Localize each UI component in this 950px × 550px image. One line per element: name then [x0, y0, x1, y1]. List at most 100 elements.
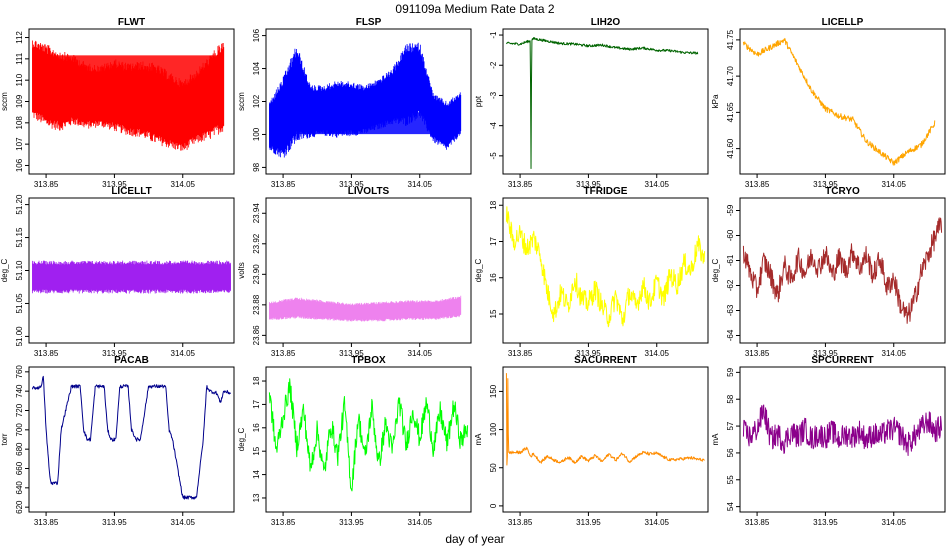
- y-tick-label: 23.86: [252, 325, 261, 346]
- x-tick-label: 313.85: [508, 349, 533, 358]
- y-tick-label: 98: [252, 162, 261, 171]
- y-tick-label: 660: [15, 461, 24, 475]
- y-tick-label: 740: [15, 384, 24, 398]
- panel-licellp: LICELLP 41.60 41.65 41.70 41.75 313.85 313.95 3…: [711, 17, 946, 189]
- series-line: [268, 378, 469, 492]
- y-tick-label: 23.90: [252, 264, 261, 285]
- y-tick-label: 150: [489, 384, 498, 398]
- x-tick-label: 314.05: [882, 518, 907, 527]
- panel-tpbox: TPBOX 13 14 15 16 17 18 313.85 313.95 314.05 deg_C: [237, 355, 472, 527]
- y-tick-label: 15: [252, 446, 261, 455]
- series-line: [505, 37, 699, 170]
- x-tick-label: 314.05: [171, 180, 196, 189]
- y-tick-label: 18: [489, 200, 498, 209]
- y-tick-label: 59: [726, 367, 735, 376]
- panel-tcryo: TCRYO -64 -63 -62 -61 -60 -59 313.85 313.95 314.0…: [711, 186, 946, 358]
- panel-title: TPBOX: [351, 355, 386, 366]
- y-tick-label: 41.75: [726, 29, 735, 50]
- x-tick-label: 313.85: [745, 518, 770, 527]
- panel-title: TFRIDGE: [584, 186, 628, 197]
- y-tick-label: 0: [489, 503, 498, 508]
- y-tick-label: 16: [489, 273, 498, 282]
- y-tick-label: 51.05: [15, 293, 24, 314]
- x-tick-label: 313.95: [339, 518, 364, 527]
- y-tick-label: 23.88: [252, 294, 261, 315]
- y-tick-label: 56: [726, 448, 735, 457]
- y-tick-label: 107: [15, 137, 24, 151]
- series-line: [31, 375, 232, 500]
- series-band: [32, 40, 225, 151]
- y-tick-label: 41.65: [726, 102, 735, 123]
- chart-panels: FLWT 106 107 108 109 110 111 112 313.85 313.95 314…: [0, 17, 946, 527]
- panel-tfridge: TFRIDGE 15 16 17 18 313.85 313.95 314.05 deg_C: [474, 186, 709, 358]
- y-tick-label: -60: [726, 229, 735, 241]
- y-axis-label: torr: [0, 433, 9, 445]
- y-tick-label: 54: [726, 502, 735, 511]
- panel-livolts: LIVOLTS 23.86 23.88 23.90 23.92 23.94 313.85 31…: [237, 186, 472, 358]
- x-tick-label: 313.85: [508, 518, 533, 527]
- x-tick-label: 313.95: [339, 180, 364, 189]
- y-tick-label: 111: [15, 52, 24, 65]
- y-tick-label: 57: [726, 421, 735, 430]
- series-line: [742, 217, 943, 324]
- y-axis-label: sccm: [237, 92, 246, 111]
- panel-title: FLSP: [356, 17, 382, 28]
- y-tick-label: 100: [252, 127, 261, 141]
- y-tick-label: 106: [252, 28, 261, 42]
- x-tick-label: 313.85: [271, 349, 296, 358]
- x-tick-label: 313.95: [576, 180, 601, 189]
- x-tick-label: 313.95: [813, 518, 838, 527]
- plot-frame: [739, 366, 946, 513]
- series-line: [742, 404, 943, 456]
- x-tick-label: 314.05: [171, 349, 196, 358]
- y-tick-label: -5: [489, 152, 498, 160]
- y-tick-label: -4: [489, 122, 498, 130]
- y-tick-label: 620: [15, 500, 24, 514]
- figure-x-axis-label: day of year: [445, 532, 504, 546]
- y-tick-label: 100: [489, 422, 498, 436]
- plot-frame: [502, 28, 709, 175]
- panel-title: LICELLT: [111, 186, 151, 197]
- x-tick-label: 313.95: [576, 518, 601, 527]
- panel-title: LIH2O: [591, 17, 621, 28]
- y-tick-label: 760: [15, 365, 24, 379]
- x-tick-label: 313.85: [34, 180, 59, 189]
- x-tick-label: 313.85: [271, 180, 296, 189]
- x-tick-label: 314.05: [408, 518, 433, 527]
- x-tick-label: 313.85: [745, 180, 770, 189]
- x-tick-label: 314.05: [408, 180, 433, 189]
- y-tick-label: 18: [252, 376, 261, 385]
- panel-pacab: PACAB 620 640 660 680 700 720 740 760 313.85 313.9…: [0, 355, 235, 527]
- y-axis-label: volts: [237, 262, 246, 278]
- y-tick-label: 51.15: [15, 227, 24, 248]
- y-tick-label: 110: [15, 73, 24, 86]
- y-tick-label: 720: [15, 403, 24, 417]
- plot-frame: [28, 366, 235, 513]
- y-tick-label: 108: [15, 116, 24, 130]
- y-axis-label: deg_C: [0, 258, 9, 282]
- y-axis-label: deg_C: [474, 258, 483, 282]
- x-tick-label: 314.05: [171, 518, 196, 527]
- panel-title: SACURRENT: [574, 355, 637, 366]
- y-tick-label: 16: [252, 423, 261, 432]
- panel-spcurrent: SPCURRENT 54 55 56 57 58 59 313.85 313.95 314.05 m…: [711, 355, 946, 527]
- panel-lih2o: LIH2O -5 -4 -3 -2 -1 313.85 313.95 314.05 ppt: [474, 17, 709, 189]
- y-tick-label: 23.94: [252, 203, 261, 224]
- y-tick-label: -2: [489, 61, 498, 69]
- panel-title: SPCURRENT: [811, 355, 873, 366]
- y-tick-label: 17: [252, 399, 261, 408]
- panel-title: FLWT: [118, 17, 145, 28]
- x-tick-label: 313.95: [813, 349, 838, 358]
- series-band: [269, 295, 462, 322]
- plot-frame: [502, 366, 709, 513]
- y-tick-label: -59: [726, 204, 735, 216]
- x-tick-label: 314.05: [408, 349, 433, 358]
- plot-frame: [265, 197, 472, 344]
- y-tick-label: 109: [15, 94, 24, 108]
- y-axis-label: deg_C: [237, 427, 246, 451]
- y-tick-label: 55: [726, 475, 735, 484]
- panel-flwt: FLWT 106 107 108 109 110 111 112 313.85 313.95 314…: [0, 17, 235, 189]
- panel-title: PACAB: [114, 355, 149, 366]
- y-tick-label: 112: [15, 31, 24, 44]
